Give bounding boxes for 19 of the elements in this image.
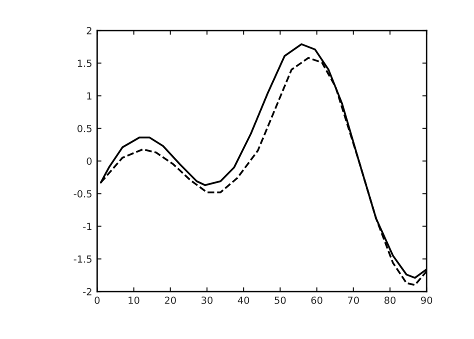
- x-tick-label: 0: [94, 296, 100, 304]
- y-tick-label: -1.5: [74, 256, 92, 263]
- y-tick-label: -0.5: [74, 190, 92, 198]
- y-tick-label: 2: [86, 26, 92, 34]
- x-tick-label: 10: [128, 296, 140, 304]
- x-tick-label: 80: [384, 296, 396, 304]
- x-tick-label: 30: [202, 296, 213, 304]
- x-tick-label: 20: [164, 296, 176, 304]
- x-tick-label: 60: [311, 296, 322, 304]
- x-tick-label: 50: [274, 296, 286, 304]
- y-tick-label: -1: [83, 222, 92, 230]
- y-tick-label: -2: [83, 288, 92, 296]
- y-tick-label: 0.5: [77, 124, 92, 132]
- x-tick-label: 70: [348, 296, 359, 304]
- y-tick-label: 0: [86, 158, 92, 165]
- y-tick-label: 1.5: [78, 60, 92, 67]
- x-tick-label: 90: [421, 296, 432, 304]
- x-tick-label: 40: [238, 296, 250, 304]
- y-tick-label: 1: [87, 92, 92, 100]
